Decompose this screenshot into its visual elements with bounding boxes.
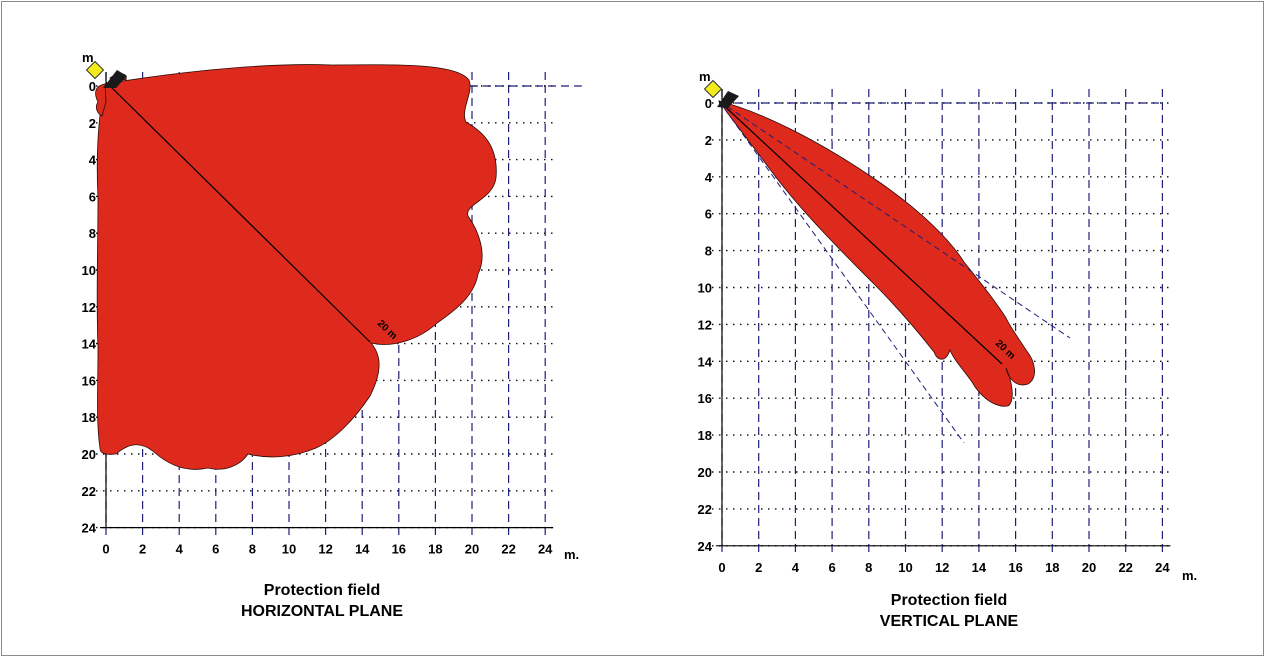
vertical-range-line [718,100,1003,365]
x-tick-label: 20 [1082,560,1096,575]
y-tick-label: 20 [698,465,712,480]
x-tick-label: 2 [755,560,762,575]
x-tick-label: 2 [139,542,146,557]
horizontal-protection-field [96,64,497,470]
vertical-grid [712,89,1171,556]
horizontal-caption-line2: HORIZONTAL PLANE [241,603,403,620]
y-tick-label: 12 [82,300,96,315]
x-tick-label: 6 [212,542,219,557]
y-tick-label: 18 [698,428,712,443]
vertical-unit-top: m [699,69,711,84]
x-tick-label: 12 [318,542,332,557]
horizontal-range-line [105,81,371,343]
horizontal-unit-right: m. [564,547,579,562]
x-tick-label: 22 [501,542,515,557]
x-tick-label: 10 [282,542,296,557]
y-tick-label: 24 [82,521,97,536]
vertical-sensor-icon [703,79,739,108]
x-tick-label: 14 [972,560,987,575]
y-tick-label: 16 [698,391,712,406]
horizontal-sensor-icon [85,60,127,88]
x-tick-label: 20 [465,542,479,557]
y-tick-label: 2 [89,116,96,131]
vertical-protection-field [718,100,1035,407]
vertical-caption-line2: VERTICAL PLANE [880,613,1019,630]
y-tick-label: 4 [705,170,713,185]
y-tick-label: 14 [82,337,97,352]
y-tick-label: 2 [705,133,712,148]
x-tick-label: 22 [1118,560,1132,575]
y-tick-label: 22 [82,484,96,499]
x-tick-label: 4 [792,560,800,575]
x-tick-label: 18 [1045,560,1059,575]
y-tick-label: 8 [89,226,96,241]
x-tick-label: 8 [865,560,872,575]
y-tick-label: 22 [698,502,712,517]
x-tick-label: 24 [538,542,553,557]
vertical-beam-boundaries [718,100,1071,444]
x-tick-label: 8 [249,542,256,557]
horizontal-caption-line1: Protection field [264,582,380,599]
x-tick-label: 12 [935,560,949,575]
y-tick-label: 8 [705,244,712,259]
y-tick-label: 24 [698,539,713,554]
x-tick-label: 16 [1008,560,1022,575]
y-tick-label: 6 [705,207,712,222]
vertical-caption-line1: Protection field [891,592,1007,609]
y-tick-label: 10 [698,281,712,296]
y-tick-label: 14 [698,354,713,369]
x-tick-label: 14 [355,542,370,557]
y-tick-label: 20 [82,447,96,462]
y-tick-label: 18 [82,410,96,425]
x-tick-label: 0 [102,542,109,557]
y-tick-label: 12 [698,317,712,332]
y-tick-label: 10 [82,263,96,278]
x-tick-label: 10 [898,560,912,575]
y-tick-label: 4 [89,153,97,168]
x-tick-label: 0 [718,560,725,575]
x-tick-label: 6 [828,560,835,575]
y-tick-label: 16 [82,373,96,388]
vertical-unit-right: m. [1182,568,1197,583]
y-tick-label: 0 [89,79,96,94]
x-tick-label: 24 [1155,560,1170,575]
x-tick-label: 16 [392,542,406,557]
x-tick-label: 18 [428,542,442,557]
x-tick-label: 4 [176,542,184,557]
y-tick-label: 0 [705,96,712,111]
horizontal-unit-top: m [82,50,94,65]
y-tick-label: 6 [89,189,96,204]
